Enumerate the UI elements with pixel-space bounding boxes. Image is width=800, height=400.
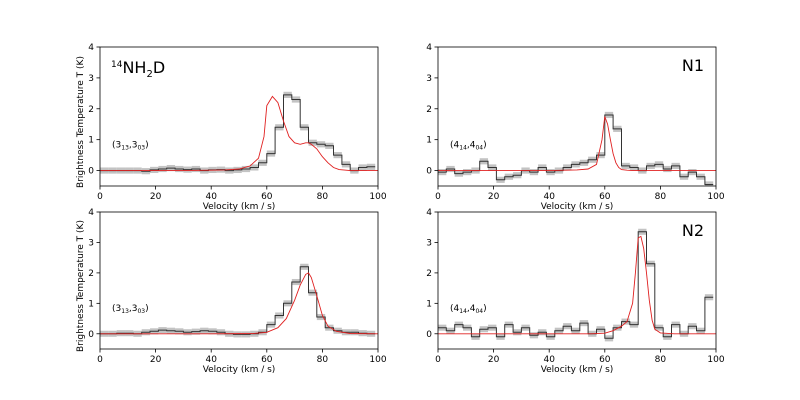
y-tick-label: 0	[426, 330, 432, 340]
uncertainty-band	[704, 181, 714, 186]
x-tick-label: 40	[543, 355, 555, 365]
panel-top-right: 0 20 40 60 80 100 0 1 2 3 4 Velocity (km / s) (414,4…	[426, 43, 725, 212]
x-tick-label: 0	[97, 192, 103, 202]
x-tick-label: 0	[435, 355, 441, 365]
x-tick-label: 40	[205, 192, 217, 202]
observed-spectrum-line	[100, 266, 376, 335]
y-tick-label: 2	[426, 105, 432, 115]
y-tick-label: 3	[88, 74, 94, 84]
x-tick-label: 40	[205, 355, 217, 365]
x-tick-label: 0	[435, 192, 441, 202]
axes-frame	[99, 211, 379, 350]
y-tick-label: 3	[426, 74, 432, 84]
x-tick-label: 60	[599, 192, 611, 202]
panel-bottom-right: 0 20 40 60 80 100 0 1 2 3 4 Velocity (km / s) (414,4…	[426, 208, 725, 375]
y-tick-label: 1	[88, 299, 94, 309]
x-tick-label: 100	[707, 355, 724, 365]
axes-frame	[99, 46, 379, 187]
axes-frame	[437, 211, 717, 350]
fit-model-line	[100, 272, 378, 335]
x-tick-label: 40	[543, 192, 555, 202]
x-tick-label: 80	[317, 355, 329, 365]
transition-label: (313,303)	[112, 140, 149, 151]
transition-label: (313,303)	[112, 304, 149, 315]
observed-spectrum-line	[438, 114, 714, 185]
x-tick-label: 100	[369, 192, 386, 202]
plot-area	[438, 228, 716, 342]
x-tick-label: 80	[655, 192, 667, 202]
fit-model-line	[438, 116, 716, 172]
panel-bottom-left: 0 20 40 60 80 100 0 1 2 3 4 Velocity (km / s) (313,3…	[88, 208, 387, 375]
plot-area	[100, 91, 378, 175]
y-tick-label: 1	[426, 136, 432, 146]
x-axis-label: Velocity (km / s)	[203, 365, 276, 375]
x-tick-label: 80	[655, 355, 667, 365]
y-tick-label: 3	[88, 238, 94, 248]
y-tick-label: 0	[88, 330, 94, 340]
y-tick-label: 2	[88, 105, 94, 115]
x-tick-label: 100	[707, 192, 724, 202]
x-tick-label: 20	[488, 192, 500, 202]
y-tick-label: 0	[426, 167, 432, 177]
x-tick-label: 20	[150, 192, 162, 202]
x-axis-label: Velocity (km / s)	[203, 202, 276, 212]
plot-area	[100, 263, 378, 338]
x-tick-label: 80	[317, 192, 329, 202]
y-tick-label: 4	[88, 43, 94, 53]
shared-ylabel-top: Brightness Temperature T (K)	[76, 56, 86, 188]
shared-ylabel-bottom: Brightness Temperature T (K)	[76, 220, 86, 352]
x-tick-label: 0	[97, 355, 103, 365]
y-tick-label: 4	[426, 43, 432, 53]
fit-model-line	[438, 235, 716, 335]
y-tick-label: 0	[88, 167, 94, 177]
x-tick-label: 20	[488, 355, 500, 365]
source-label: N1	[682, 56, 704, 75]
observed-spectrum-line	[438, 231, 714, 339]
fit-model-line	[100, 95, 378, 172]
y-tick-label: 3	[426, 238, 432, 248]
x-axis-label: Velocity (km / s)	[541, 202, 614, 212]
y-tick-label: 2	[426, 269, 432, 279]
y-tick-label: 4	[426, 208, 432, 218]
source-label: N2	[682, 221, 704, 240]
y-tick-label: 4	[88, 208, 94, 218]
y-tick-label: 2	[88, 269, 94, 279]
x-tick-label: 100	[369, 355, 386, 365]
x-tick-label: 60	[599, 355, 611, 365]
x-tick-label: 20	[150, 355, 162, 365]
molecule-label: 14NH2D	[111, 58, 165, 80]
y-tick-label: 1	[426, 299, 432, 309]
plot-area	[438, 111, 716, 186]
x-axis-label: Velocity (km / s)	[541, 365, 614, 375]
y-tick-label: 1	[88, 136, 94, 146]
axes-frame	[437, 46, 717, 187]
observed-spectrum-line	[100, 94, 376, 172]
x-tick-label: 60	[261, 355, 273, 365]
x-tick-label: 60	[261, 192, 273, 202]
panel-top-left: 0 20 40 60 80 100 0 1 2 3 4 Velocity (km / s) (313,3…	[88, 43, 387, 212]
transition-label: (414,404)	[450, 140, 487, 151]
transition-label: (414,404)	[450, 304, 487, 315]
